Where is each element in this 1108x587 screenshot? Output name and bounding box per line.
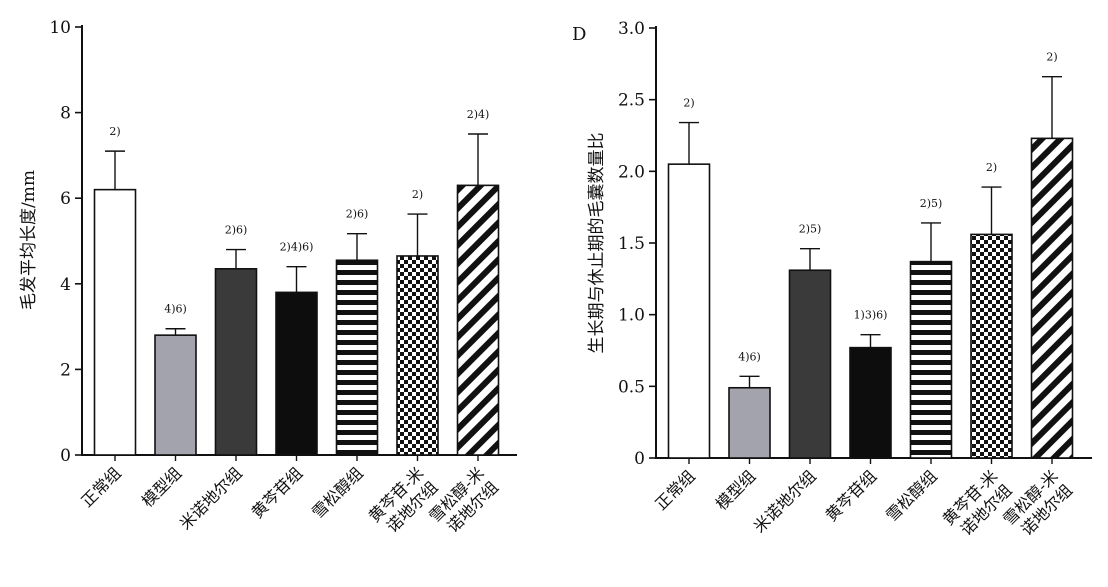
right-bars: 2) 4)6) 2)5) 1)3)6) 2)5) 2) 2) bbox=[667, 51, 1074, 459]
right-bar bbox=[1030, 137, 1074, 459]
right-y-tick-label: 2.0 bbox=[618, 162, 645, 182]
left-y-tick-label: 6 bbox=[60, 189, 71, 209]
left-category-label-line: 米诺地尔组 bbox=[176, 463, 246, 533]
right-y-tick-label: 3.0 bbox=[618, 19, 645, 39]
left-category-label-line: 模型组 bbox=[138, 463, 185, 510]
right-significance-label: 2) bbox=[986, 161, 997, 174]
left-category-label: 米诺地尔组 bbox=[176, 463, 246, 533]
right-bar bbox=[849, 346, 892, 459]
right-y-tick-label: 0 bbox=[634, 449, 645, 469]
left-significance-label: 2) bbox=[109, 125, 120, 138]
left-bar bbox=[335, 259, 379, 456]
left-y-tick-label: 2 bbox=[60, 360, 71, 380]
right-significance-label: 1)3)6) bbox=[854, 309, 888, 322]
left-bar bbox=[456, 184, 500, 456]
left-bar bbox=[93, 188, 137, 456]
left-y-axis-title: 毛发平均长度/mm bbox=[19, 170, 39, 310]
right-bar bbox=[788, 269, 832, 459]
right-bar bbox=[667, 163, 711, 459]
right-category-label-line: 黄芩苷组 bbox=[822, 466, 881, 525]
right-significance-label: 4)6) bbox=[738, 350, 761, 363]
left-category-label: 雪松醇-米诺地尔组 bbox=[425, 463, 502, 536]
right-y-tick-label: 0.5 bbox=[618, 377, 645, 397]
right-bar bbox=[970, 233, 1013, 459]
left-y-tick-label: 0 bbox=[60, 446, 71, 466]
left-category-label: 雪松醇组 bbox=[308, 463, 367, 522]
right-category-label-line: 米诺地尔组 bbox=[750, 466, 820, 536]
right-bar bbox=[728, 386, 771, 459]
left-y-tick-label: 4 bbox=[60, 275, 71, 295]
right-y-axis-title: 生长期与休止期的毛囊数量比 bbox=[587, 133, 607, 354]
left-significance-label: 4)6) bbox=[164, 303, 187, 316]
right-bar bbox=[909, 260, 953, 459]
left-bars: 2)4)6)2)6)2)4)6)2)6)2)2)4) bbox=[93, 108, 500, 456]
right-y-tick-label: 1.5 bbox=[618, 234, 645, 254]
right-category-label-line: 雪松醇组 bbox=[882, 466, 941, 525]
left-bar bbox=[275, 291, 318, 456]
right-category-label: 黄芩苷组 bbox=[822, 466, 881, 525]
left-category-label: 黄芩苷组 bbox=[248, 463, 307, 522]
left-y-tick-label: 10 bbox=[49, 18, 71, 38]
left-bar bbox=[154, 334, 197, 456]
right-category-label: 雪松醇-米诺地尔组 bbox=[999, 466, 1076, 539]
left-bar bbox=[214, 268, 258, 456]
left-category-label: 黄芩苷-米诺地尔组 bbox=[365, 463, 442, 536]
left-category-label-line: 正常组 bbox=[77, 463, 124, 510]
left-significance-label: 2)6) bbox=[225, 224, 248, 237]
left-axes: 0 2 4 6 8 10 bbox=[49, 18, 517, 466]
left-significance-label: 2)6) bbox=[346, 208, 369, 221]
left-category-label: 模型组 bbox=[138, 463, 185, 510]
right-category-label: 黄芩苷-米诺地尔组 bbox=[939, 466, 1016, 539]
right-y-tick-label: 1.0 bbox=[618, 306, 645, 326]
left-significance-label: 2)4) bbox=[467, 108, 490, 121]
left-bar bbox=[396, 255, 439, 456]
right-category-label-line: 正常组 bbox=[651, 466, 698, 513]
left-significance-label: 2) bbox=[412, 188, 423, 201]
right-significance-label: 2)5) bbox=[920, 197, 943, 210]
right-significance-label: 2) bbox=[683, 97, 694, 110]
right-category-label: 雪松醇组 bbox=[882, 466, 941, 525]
right-category-label: 模型组 bbox=[712, 466, 759, 513]
left-category-label-line: 黄芩苷组 bbox=[248, 463, 307, 522]
left-significance-label: 2)4)6) bbox=[280, 241, 314, 254]
right-y-tick-label: 2.5 bbox=[618, 91, 645, 111]
left-y-tick-label: 8 bbox=[60, 104, 71, 124]
right-category-label-line: 模型组 bbox=[712, 466, 759, 513]
left-category-label: 正常组 bbox=[77, 463, 124, 510]
right-panel-label: D bbox=[572, 24, 586, 45]
right-significance-label: 2) bbox=[1046, 51, 1057, 64]
right-chart-panel: D 生长期与休止期的毛囊数量比 0 0.5 1.0 1.5 2.0 2.5 3.0 2) 4)… bbox=[572, 19, 1092, 539]
right-category-label: 正常组 bbox=[651, 466, 698, 513]
right-category-label: 米诺地尔组 bbox=[750, 466, 820, 536]
right-significance-label: 2)5) bbox=[799, 223, 822, 236]
left-category-label-line: 雪松醇组 bbox=[308, 463, 367, 522]
